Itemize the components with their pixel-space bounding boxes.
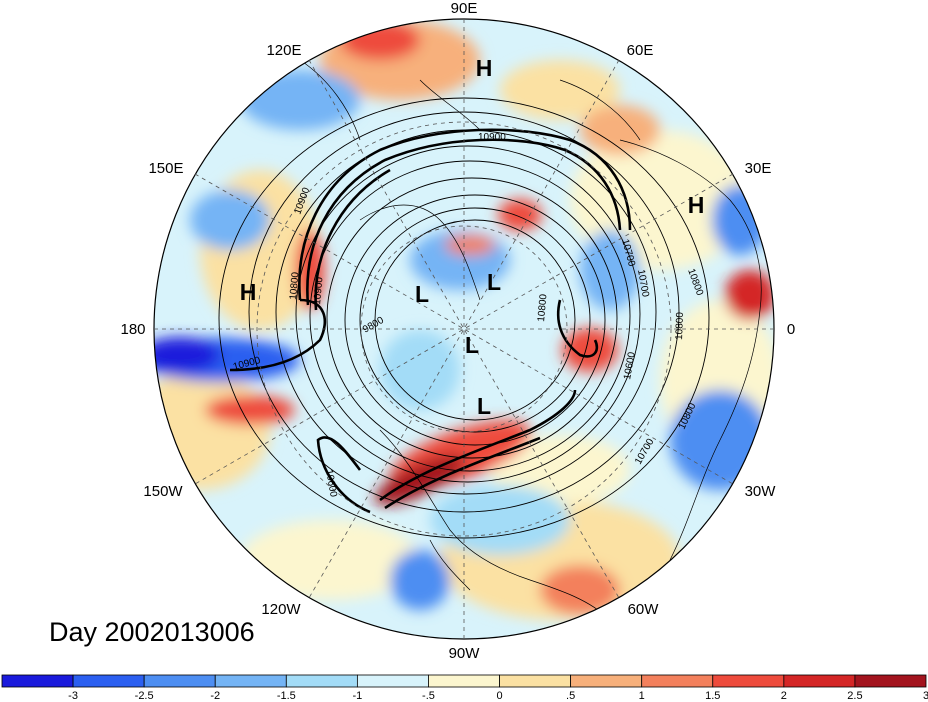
jet-streams <box>229 128 632 514</box>
colorbar-box <box>712 674 785 688</box>
colorbar-tick-label: -.5 <box>422 690 435 702</box>
high-center-marker: H <box>688 192 705 218</box>
colorbar-box <box>428 674 500 688</box>
polar-map: 90E 60E 120E 30E 150E 0 180 150W 30W 120… <box>120 0 795 662</box>
height-contours <box>218 97 710 539</box>
colorbar-tick-label: -2 <box>210 690 220 702</box>
colorbar-box <box>285 674 358 688</box>
colorbar-box <box>854 674 927 688</box>
contour-label: 10800 <box>536 293 549 322</box>
contour-label: 10700 <box>635 269 651 299</box>
lon-label-nw-upper: 120E <box>266 42 301 59</box>
lon-label-se-lower: 60W <box>628 601 660 618</box>
colorbar-box <box>641 674 714 688</box>
low-center-marker: L <box>487 269 501 295</box>
graticule <box>154 19 774 639</box>
contour-label: 10900 <box>312 276 325 305</box>
contour-label: 10600 <box>323 469 339 499</box>
lon-label-s: 90W <box>449 645 481 662</box>
colorbar: -3 -2.5 -2 -1.5 -1 -.5 0 .5 1 1.5 2 2.5 3 <box>1 674 928 702</box>
colorbar-box <box>1 674 74 688</box>
high-center-marker: H <box>476 55 493 81</box>
pressure-centers: H H H L L L L <box>240 55 705 419</box>
colorbar-box <box>499 674 572 688</box>
colorbar-box <box>72 674 145 688</box>
colorbar-tick-label: 1 <box>639 690 645 702</box>
lon-label-e: 0 <box>787 321 795 338</box>
colorbar-tick-label: 3 <box>923 690 928 702</box>
colorbar-tick-label: -1 <box>352 690 362 702</box>
colorbar-box <box>214 674 287 688</box>
lon-label-n: 90E <box>451 0 478 17</box>
colorbar-tick-label: .5 <box>566 690 575 702</box>
colorbar-tick-label: -1.5 <box>277 690 296 702</box>
anomaly-field <box>154 19 774 639</box>
lon-label-w: 180 <box>120 321 145 338</box>
colorbar-tick-label: -2.5 <box>135 690 154 702</box>
colorbar-box <box>143 674 216 688</box>
colorbar-box <box>783 674 856 688</box>
colorbar-tick-label: 2 <box>781 690 787 702</box>
lon-label-sw-lower: 120W <box>261 601 301 618</box>
low-center-marker: L <box>415 281 429 307</box>
lon-label-nw-lower: 150E <box>148 160 183 177</box>
low-center-marker: L <box>477 393 491 419</box>
high-center-marker: H <box>240 279 257 305</box>
low-center-marker: L <box>465 332 479 358</box>
lon-label-sw-upper: 150W <box>143 483 183 500</box>
colorbar-box <box>356 674 429 688</box>
lon-label-se-upper: 30W <box>745 483 777 500</box>
colorbar-tick-label: 2.5 <box>847 690 862 702</box>
day-title: Day 2002013006 <box>49 617 255 647</box>
colorbar-box <box>570 674 643 688</box>
contour-label: 10600 <box>622 351 638 381</box>
colorbar-tick-label: 0 <box>496 690 502 702</box>
lon-label-ne-upper: 60E <box>627 42 654 59</box>
contour-label: 10800 <box>288 271 301 300</box>
colorbar-tick-label: 1.5 <box>705 690 720 702</box>
lon-label-ne-lower: 30E <box>745 160 772 177</box>
longitude-labels: 90E 60E 120E 30E 150E 0 180 150W 30W 120… <box>120 0 795 662</box>
contour-label: 10900 <box>478 132 506 143</box>
colorbar-tick-label: -3 <box>68 690 78 702</box>
contour-label: 10800 <box>674 311 686 340</box>
